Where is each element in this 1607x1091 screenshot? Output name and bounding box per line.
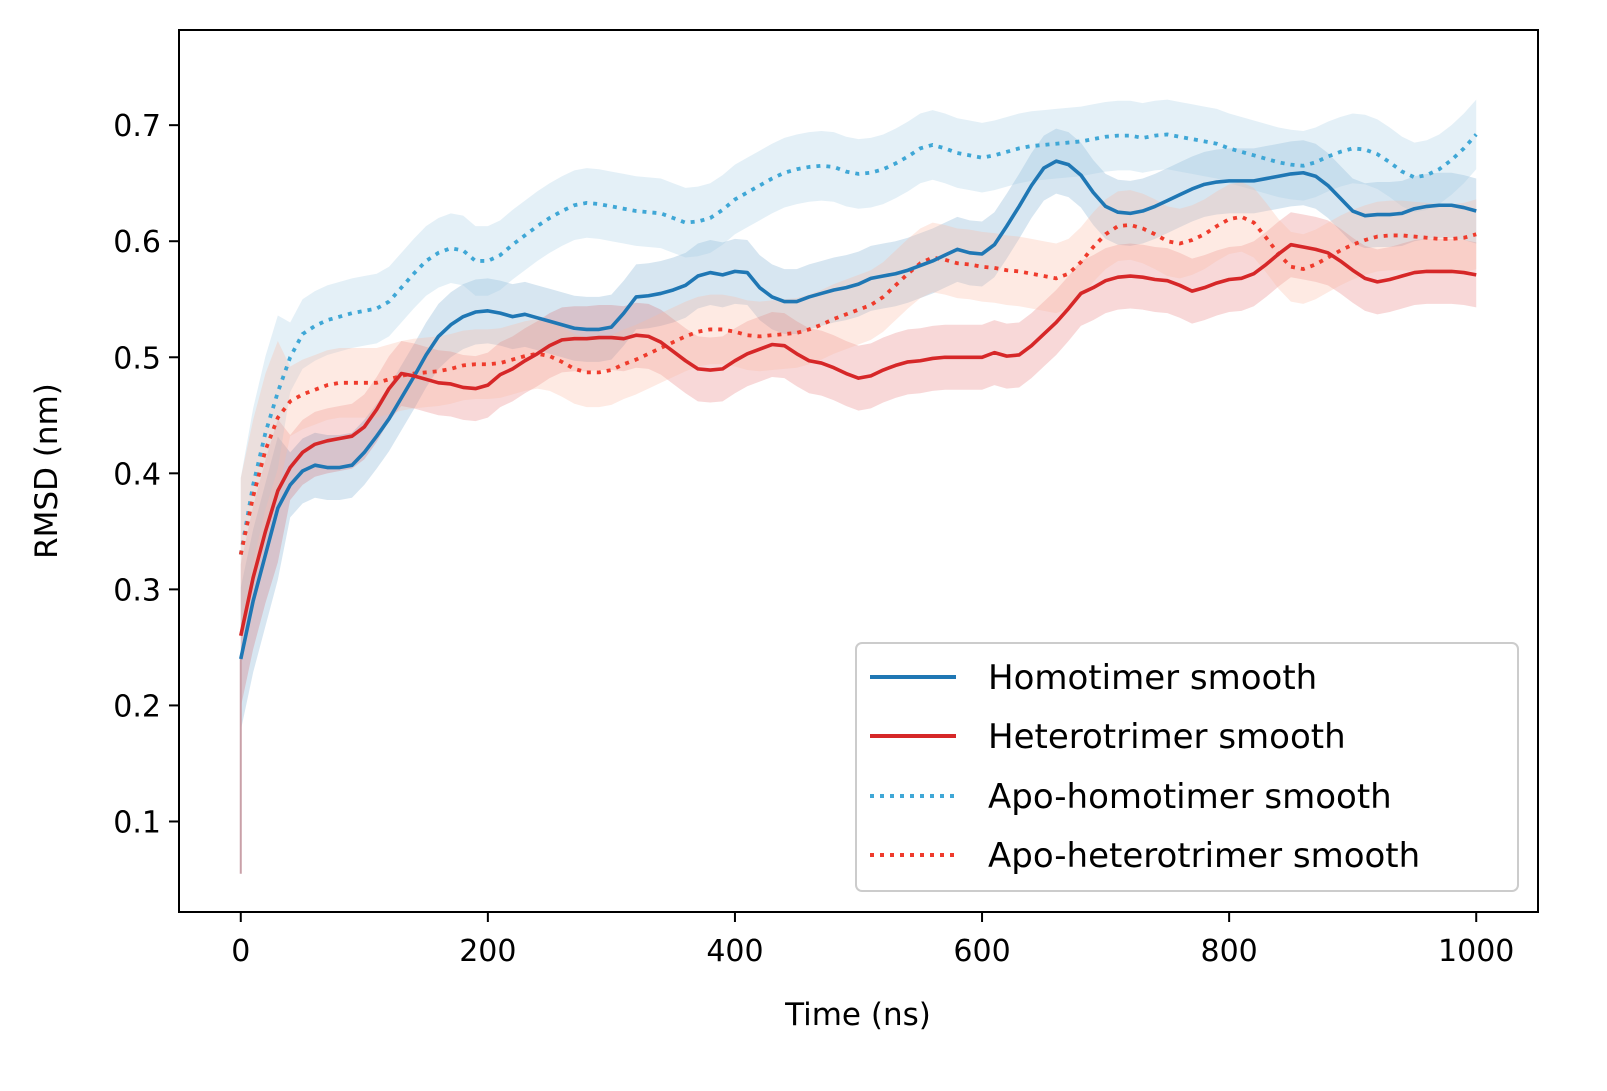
series-band (240, 99, 1477, 632)
x-axis-label: Time (ns) (784, 997, 931, 1033)
legend-box (855, 642, 1519, 892)
x-tick-label: 0 (231, 934, 250, 969)
series-band (240, 182, 1477, 632)
y-axis: 0.1 0.2 0.3 0.4 0.5 0.6 0.7 (113, 109, 179, 840)
x-tick-label: 800 (1201, 934, 1258, 969)
series-lines (238, 132, 1478, 660)
legend-label: Heterotrimer smooth (988, 717, 1346, 757)
x-tick-label: 600 (953, 934, 1010, 969)
legend: Homotimer smooth Heterotrimer smooth Apo-h… (855, 642, 1519, 892)
legend-label: Apo-homotimer smooth (988, 777, 1392, 817)
y-tick-label: 0.1 (113, 805, 161, 840)
y-tick-label: 0.4 (113, 457, 161, 492)
legend-label: Apo-heterotrimer smooth (988, 836, 1420, 876)
y-tick-label: 0.7 (113, 109, 161, 144)
x-tick-label: 1000 (1438, 934, 1514, 969)
x-tick-label: 400 (706, 934, 763, 969)
x-axis: 0 200 400 600 800 1000 (231, 912, 1514, 969)
y-tick-label: 0.6 (113, 225, 161, 260)
series-band (240, 128, 1477, 731)
plot-frame (178, 29, 1539, 913)
series-line (239, 242, 1477, 637)
series-line (239, 159, 1477, 660)
series-band (240, 212, 1477, 708)
y-tick-label: 0.2 (113, 689, 161, 724)
x-tick-label: 200 (459, 934, 516, 969)
y-axis-label: RMSD (nm) (29, 383, 65, 559)
y-tick-label: 0.5 (113, 341, 161, 376)
raw-fluctuation-bands (239, 99, 1477, 874)
legend-label: Homotimer smooth (988, 658, 1317, 698)
y-tick-label: 0.3 (113, 573, 161, 608)
series-line (238, 132, 1478, 555)
